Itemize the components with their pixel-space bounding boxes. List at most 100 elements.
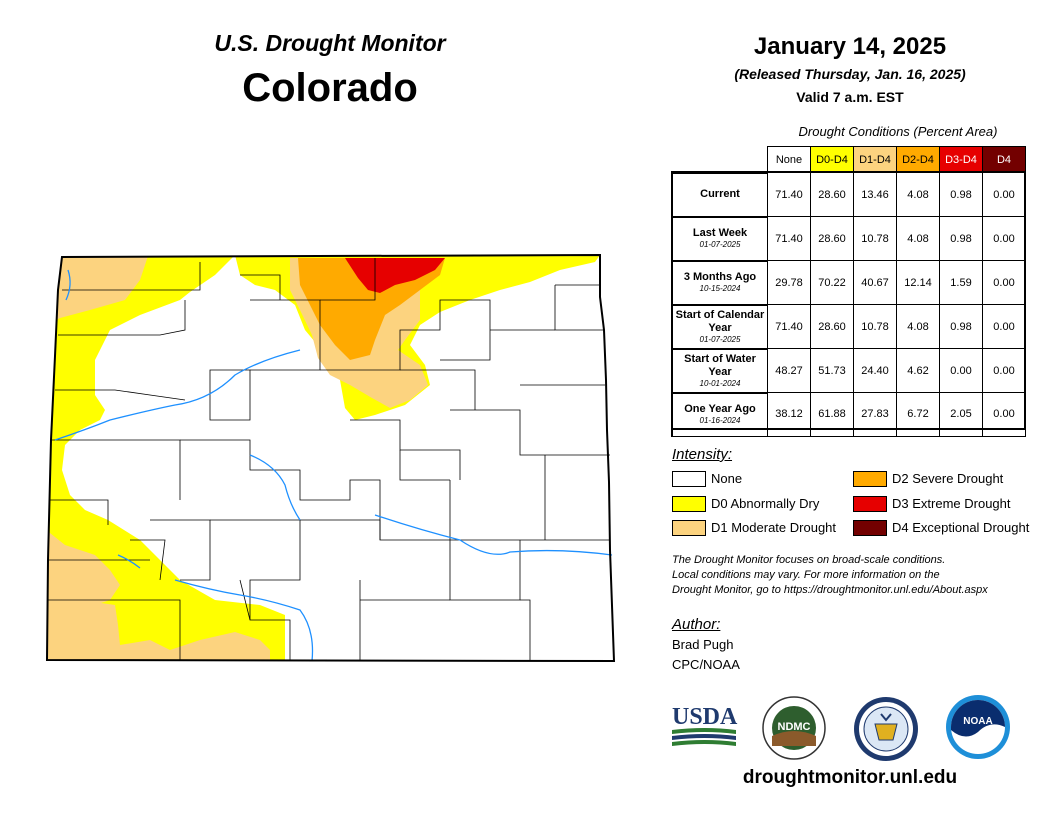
d3-area — [345, 258, 445, 293]
table-cell: 2.05 — [939, 392, 983, 437]
table-cell: 28.60 — [810, 172, 854, 217]
table-cell: 28.60 — [810, 216, 854, 261]
col-header-d0-d4: D0-D4 — [810, 146, 854, 173]
d2-area — [298, 258, 445, 360]
author-title: Author: — [672, 616, 721, 633]
table-cell: 4.08 — [896, 172, 940, 217]
map-date: January 14, 2025 — [753, 33, 947, 60]
table-cell: 13.46 — [853, 172, 897, 217]
noaa-logo-text: NOAA — [963, 716, 992, 727]
table-cell: 4.08 — [896, 216, 940, 261]
table-cell: 40.67 — [853, 260, 897, 305]
table-cell: 0.00 — [982, 216, 1026, 261]
table-cell: 0.98 — [939, 304, 983, 349]
table-row-current: Current 71.40 28.60 13.46 4.08 0.98 0.00 — [671, 171, 1026, 217]
legend-swatch-d4 — [853, 520, 887, 536]
county-boundaries — [48, 258, 610, 661]
table-cell: 0.00 — [982, 348, 1026, 393]
table-cell: 29.78 — [767, 260, 811, 305]
row-title: Last Week — [692, 227, 748, 239]
disclaimer-note: The Drought Monitor focuses on broad-sca… — [672, 553, 1052, 598]
table-cell: 24.40 — [853, 348, 897, 393]
note-line: Local conditions may vary. For more info… — [672, 569, 940, 581]
table-header-row: None D0-D4 D1-D4 D2-D4 D3-D4 D4 — [672, 146, 1026, 173]
row-date: 01-07-2025 — [699, 240, 741, 249]
col-header-d1-d4: D1-D4 — [853, 146, 897, 173]
author-name: Brad Pugh — [672, 637, 734, 652]
table-cell: 71.40 — [767, 304, 811, 349]
legend-swatch-none — [672, 471, 706, 487]
valid-time: Valid 7 a.m. EST — [796, 89, 904, 105]
row-title: Current — [700, 188, 740, 200]
row-title: One Year Ago — [684, 403, 756, 415]
table-cell: 10.78 — [853, 216, 897, 261]
legend-label-none: None — [711, 471, 743, 486]
table-cell: 28.60 — [810, 304, 854, 349]
table-cell: 0.00 — [939, 348, 983, 393]
legend-label-d0: D0 Abnormally Dry — [711, 496, 820, 511]
table-cell: 61.88 — [810, 392, 854, 437]
table-cell: 51.73 — [810, 348, 854, 393]
table-cell: 6.72 — [896, 392, 940, 437]
ndmc-logo: NDMC — [762, 696, 826, 760]
table-cell: 1.59 — [939, 260, 983, 305]
product-title: U.S. Drought Monitor — [214, 30, 446, 56]
table-cell: 71.40 — [767, 216, 811, 261]
col-header-none: None — [767, 146, 811, 173]
usda-logo: USDA — [672, 704, 738, 746]
table-cell: 38.12 — [767, 392, 811, 437]
table-row-last-week: Last Week 01-07-2025 71.40 28.60 10.78 4.… — [671, 215, 1026, 261]
row-date: 01-07-2025 — [699, 334, 741, 344]
state-outline — [45, 253, 616, 663]
table-cell: 0.00 — [982, 172, 1026, 217]
table-cell: 71.40 — [767, 172, 811, 217]
row-date: 01-16-2024 — [699, 416, 741, 425]
state-title: Colorado — [242, 66, 418, 110]
d1-area-southwest — [47, 598, 270, 661]
table-cell: 4.62 — [896, 348, 940, 393]
table-caption: Drought Conditions (Percent Area) — [798, 124, 998, 139]
table-cell: 12.14 — [896, 260, 940, 305]
col-header-d4: D4 — [982, 146, 1026, 173]
table-cell: 27.83 — [853, 392, 897, 437]
row-title: Start of Water Year — [684, 352, 756, 378]
row-title: Start of Calendar Year — [675, 308, 765, 334]
row-date: 10-01-2024 — [699, 378, 741, 388]
legend-swatch-d1 — [672, 520, 706, 536]
table-row-start-of-water-year: Start of Water Year 10-01-2024 48.27 51.7… — [671, 347, 1026, 393]
table-cell: 48.27 — [767, 348, 811, 393]
row-label: Current — [671, 171, 768, 217]
table-cell: 0.00 — [982, 392, 1026, 437]
drought-conditions-table: None D0-D4 D1-D4 D2-D4 D3-D4 D4 Current … — [671, 146, 1026, 437]
row-date: 10-15-2024 — [699, 284, 741, 293]
legend-title: Intensity: — [672, 446, 733, 463]
row-label: Start of Calendar Year 01-07-2025 — [671, 303, 768, 349]
legend-label-d4: D4 Exceptional Drought — [892, 520, 1030, 535]
table-cell: 0.98 — [939, 172, 983, 217]
colorado-drought-map — [45, 253, 616, 663]
table-row-start-of-calendar-year: Start of Calendar Year 01-07-2025 71.40 2… — [671, 303, 1026, 349]
table-row-one-year-ago: One Year Ago 01-16-2024 38.12 61.88 27.83… — [671, 391, 1026, 437]
legend-swatch-d3 — [853, 496, 887, 512]
note-line: The Drought Monitor focuses on broad-sca… — [672, 554, 946, 566]
row-label: One Year Ago 01-16-2024 — [671, 391, 768, 437]
legend-label-d2: D2 Severe Drought — [892, 471, 1004, 486]
table-cell: 0.00 — [982, 304, 1026, 349]
table-row-3-months-ago: 3 Months Ago 10-15-2024 29.78 70.22 40.67… — [671, 259, 1026, 305]
table-cell: 70.22 — [810, 260, 854, 305]
table-cell: 4.08 — [896, 304, 940, 349]
table-cell: 10.78 — [853, 304, 897, 349]
noaa-logo: NOAA — [946, 695, 1010, 759]
website-link[interactable]: droughtmonitor.unl.edu — [742, 767, 958, 788]
legend-label-d1: D1 Moderate Drought — [711, 520, 837, 535]
legend-label-d3: D3 Extreme Drought — [892, 496, 1011, 511]
author-org: CPC/NOAA — [672, 657, 740, 672]
row-label: Last Week 01-07-2025 — [671, 215, 768, 261]
note-line: Drought Monitor, go to https://droughtmo… — [672, 584, 988, 596]
legend-swatch-d0 — [672, 496, 706, 512]
release-date: (Released Thursday, Jan. 16, 2025) — [734, 66, 966, 82]
rivers — [54, 269, 613, 662]
ndmc-logo-text: NDMC — [778, 721, 811, 733]
table-cell: 0.00 — [982, 260, 1026, 305]
header-blank-cell — [672, 147, 768, 173]
